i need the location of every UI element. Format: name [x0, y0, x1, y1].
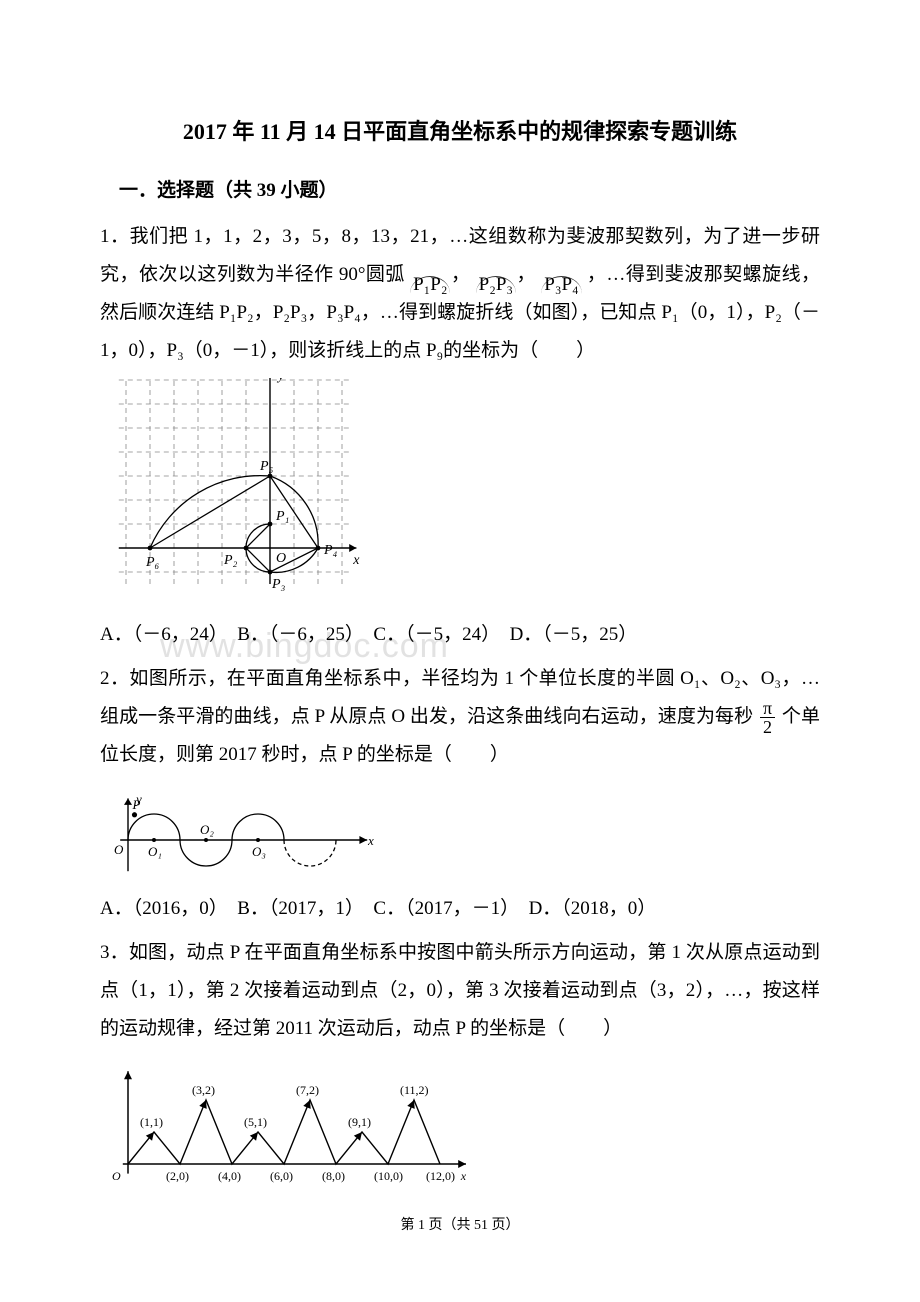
- svg-text:(4,0): (4,0): [218, 1169, 241, 1183]
- svg-text:P₃: P₃: [271, 577, 286, 592]
- svg-text:x: x: [352, 553, 360, 568]
- svg-text:O: O: [276, 551, 286, 566]
- arc-p2p3: P₂P₃: [476, 276, 516, 295]
- fibonacci-spiral-figure: Ox y P₁ P₂ P₃ P₄ P₅ P₆: [100, 378, 370, 608]
- svg-text:O₂: O₂: [200, 822, 214, 837]
- question-2: 2．如图所示，在平面直角坐标系中，半径均为 1 个单位长度的半圆 O₁、O₂、O…: [100, 660, 820, 774]
- figure-1: Ox y P₁ P₂ P₃ P₄ P₅ P₆: [100, 378, 820, 608]
- q1-choices: A．（－6，24） B．（－6，25） C．（－5，24） D．（－5，25）: [100, 616, 820, 654]
- svg-text:(10,0): (10,0): [374, 1169, 403, 1183]
- svg-text:(9,1): (9,1): [348, 1115, 371, 1129]
- fraction-numerator: π: [760, 699, 775, 718]
- svg-text:O₃: O₃: [252, 844, 266, 859]
- svg-text:O: O: [112, 1169, 121, 1183]
- semicircle-curve-figure: POO₁O₂O₃xy: [100, 782, 390, 882]
- q2-choices: A．（2016，0） B．（2017，1） C．（2017，－1） D．（201…: [100, 890, 820, 928]
- page-footer: 第 1 页（共 51 页）: [100, 1212, 820, 1240]
- arc-p1p2: P₁P₂: [410, 276, 450, 295]
- fraction-pi-over-2: π 2: [760, 699, 775, 736]
- svg-text:O₁: O₁: [148, 844, 162, 859]
- question-1: 1．我们把 1，1，2，3，5，8，13，21，…这组数称为斐波那契数列，为了进…: [100, 218, 820, 370]
- q2-text-a: 2．如图所示，在平面直角坐标系中，半径均为 1 个单位长度的半圆 O₁、O₂、O…: [100, 668, 820, 727]
- sep: ，: [516, 264, 536, 285]
- fraction-denominator: 2: [760, 718, 775, 736]
- svg-text:P₅: P₅: [259, 459, 274, 474]
- svg-text:y: y: [134, 792, 142, 807]
- svg-text:P₄: P₄: [323, 543, 338, 558]
- svg-text:(3,2): (3,2): [192, 1083, 215, 1097]
- svg-text:(7,2): (7,2): [296, 1083, 319, 1097]
- svg-text:P₆: P₆: [145, 555, 160, 570]
- svg-text:(6,0): (6,0): [270, 1169, 293, 1183]
- svg-text:y: y: [276, 378, 285, 384]
- page-title: 2017 年 11 月 14 日平面直角坐标系中的规律探索专题训练: [100, 110, 820, 154]
- svg-text:(1,1): (1,1): [140, 1115, 163, 1129]
- svg-text:(11,2): (11,2): [400, 1083, 429, 1097]
- svg-text:(5,1): (5,1): [244, 1115, 267, 1129]
- sep: ，: [450, 264, 470, 285]
- svg-text:(8,0): (8,0): [322, 1169, 345, 1183]
- svg-text:(2,0): (2,0): [166, 1169, 189, 1183]
- arc-p3p4: P₃P₄: [541, 276, 581, 295]
- svg-text:x: x: [460, 1169, 467, 1183]
- svg-text:P₁: P₁: [275, 509, 289, 524]
- svg-text:P₂: P₂: [223, 553, 238, 568]
- svg-text:O: O: [114, 842, 124, 857]
- svg-text:x: x: [367, 833, 374, 848]
- figure-2: POO₁O₂O₃xy: [100, 782, 820, 882]
- section-heading: 一．选择题（共 39 小题）: [100, 172, 820, 210]
- svg-text:(12,0): (12,0): [426, 1169, 455, 1183]
- zigzag-path-figure: (1,1) (3,2) (5,1) (7,2) (9,1) (11,2) (2,0) (4,0…: [100, 1056, 480, 1186]
- question-3: 3．如图，动点 P 在平面直角坐标系中按图中箭头所示方向运动，第 1 次从原点运…: [100, 934, 820, 1048]
- figure-3: (1,1) (3,2) (5,1) (7,2) (9,1) (11,2) (2,0) (4,0…: [100, 1056, 820, 1186]
